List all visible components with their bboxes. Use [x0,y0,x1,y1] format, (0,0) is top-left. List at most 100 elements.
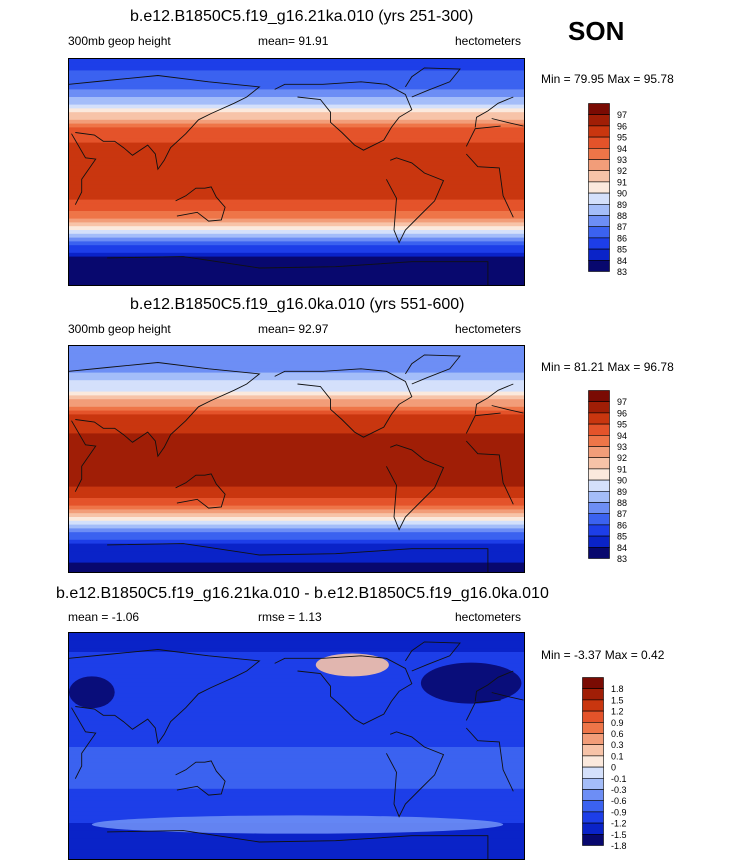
coastline [175,473,226,509]
field-band [69,735,524,740]
panel3-colorbar: 1.8 1.5 1.2 0.9 0.6 0.3 0.1 0 -0.1 -0.3 -0.6 -0.9 -1… [582,677,672,851]
field-band [69,399,524,404]
colorbar-tick-label: 93 [617,442,627,452]
colorbar-swatch [582,755,604,768]
field-band [69,365,524,370]
field-band [69,693,524,699]
field-band [69,391,524,396]
colorbar-swatch [582,721,604,734]
field-band [69,283,524,285]
field-band [69,528,524,533]
field-band [69,211,524,216]
field-band [69,70,524,75]
field-band [69,750,524,756]
field-band [69,264,524,269]
panel1-units-label: hectometers [455,34,522,48]
colorbar-tick-label: 95 [617,420,627,430]
field-band [69,524,524,529]
colorbar-tick-label: 91 [617,464,627,474]
field-band [69,690,524,695]
colorbar-swatch [588,181,610,194]
panel3-map [68,632,525,860]
field-band [69,233,524,239]
field-band [69,237,524,242]
field-band [69,279,524,284]
colorbar-tick-label: 85 [617,532,627,542]
colorbar-swatch [588,434,610,447]
field-band [69,705,524,710]
coastline [474,383,514,415]
field-band [69,425,524,431]
field-band [69,241,524,246]
field-band [69,471,524,476]
colorbar-swatch [588,237,610,250]
panel3-units-label: hectometers [455,610,522,624]
field-band [69,59,524,64]
map-svg [69,59,524,285]
panel1-mean-label: mean= 91.91 [258,34,329,48]
field-band [69,838,524,843]
colorbar-tick-label: 92 [617,453,627,463]
field-band [69,357,524,362]
field-band [69,433,524,438]
colorbar-tick-label: -0.6 [611,796,627,806]
field-band [69,89,524,94]
field-band [69,387,524,393]
coastline [465,440,514,505]
colorbar-swatch [588,468,610,481]
colorbar-tick-label: 91 [617,177,627,187]
coastline [69,75,261,171]
field-band [69,547,524,552]
colorbar-tick-label: 1.5 [611,695,624,705]
field-band [69,74,524,79]
field-band [69,108,524,113]
colorbar-tick-label: 0.6 [611,729,624,739]
field-band [69,203,524,208]
colorbar-tick-label: 84 [617,256,627,266]
colorbar-swatch [588,204,610,216]
field-band [69,93,524,98]
colorbar-swatch [588,491,610,503]
colorbar-swatch [588,192,610,205]
colorbar-swatch [588,401,610,414]
coastline [274,368,413,438]
field-band [69,192,524,197]
colorbar-swatch [588,114,610,127]
field-band [69,728,524,733]
panel1-variable-label: 300mb geop height [68,34,171,48]
field-band [69,85,524,90]
field-band [69,520,524,526]
field-band [69,769,524,775]
field-band [69,207,524,212]
colorbar-tick-label: 94 [617,144,627,154]
panel2-units-label: hectometers [455,322,522,336]
coastline [465,125,501,147]
field-band [69,78,524,83]
coastline [474,670,514,702]
field-band [69,686,524,691]
coastline [465,153,514,218]
field-band [69,380,524,385]
field-band [69,811,524,816]
field-band [69,536,524,541]
field-band [69,180,524,185]
field-band [69,353,524,358]
field-band [69,256,524,261]
field-band [69,448,524,453]
field-band [69,142,524,147]
field-band [69,349,524,355]
field-band [69,777,524,782]
field-band [69,372,524,377]
coastline [69,362,261,458]
field-band [69,452,524,457]
field-band [69,199,524,204]
colorbar-swatch [588,535,610,548]
colorbar-tick-label: -0.9 [611,807,627,817]
coastline [474,96,514,128]
colorbar-tick-label: 86 [617,233,627,243]
field-band [69,849,524,854]
field-band [69,498,524,503]
coastline [107,256,489,285]
field-band [69,245,524,250]
field-band [69,395,524,400]
